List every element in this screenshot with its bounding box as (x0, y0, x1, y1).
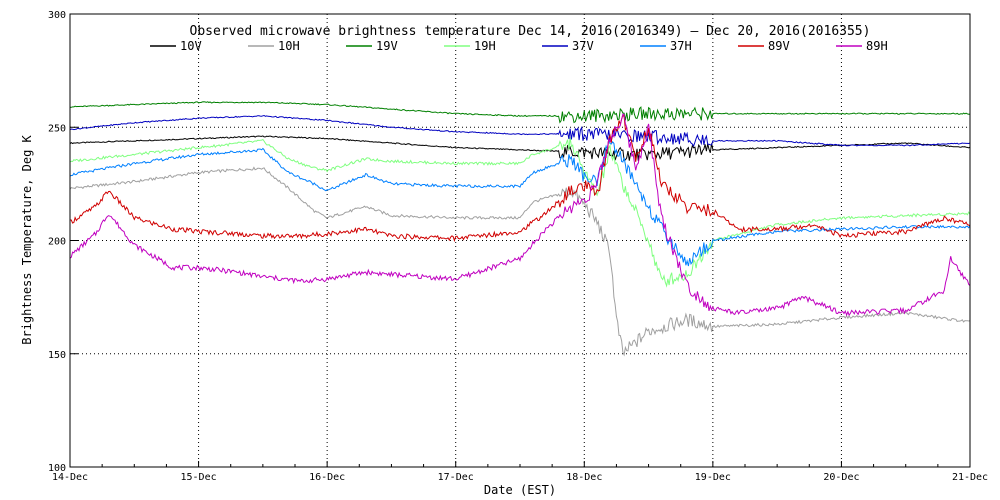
legend: 10V 10H 19V 19H 37V 37H 89V 89H (150, 39, 888, 53)
x-tick-label: 18-Dec (566, 472, 602, 483)
axis-ticks: 14-Dec 15-Dec 16-Dec 17-Dec 18-Dec 19-Dec 20-D… (48, 10, 988, 483)
y-tick-label: 300 (48, 10, 66, 21)
legend-label-10h: 10H (278, 39, 300, 53)
chart-title: Observed microwave brightness temperatur… (190, 24, 871, 39)
series-line-19v (69, 101, 971, 124)
series-line-37v (69, 114, 971, 148)
x-tick-label: 14-Dec (52, 472, 88, 483)
x-tick-label: 19-Dec (695, 472, 731, 483)
legend-label-37h: 37H (670, 39, 692, 53)
series-lines (69, 101, 971, 357)
x-tick-label: 21-Dec (952, 472, 988, 483)
series-line-37h (69, 138, 971, 267)
series-line-89h (69, 113, 971, 317)
y-tick-label: 250 (48, 123, 66, 134)
legend-label-89h: 89H (866, 39, 888, 53)
series-line-10h (69, 166, 971, 357)
x-tick-label: 16-Dec (309, 472, 345, 483)
legend-label-19v: 19V (376, 39, 398, 53)
series-line-89v (70, 114, 971, 243)
y-tick-label: 100 (48, 463, 66, 474)
y-tick-label: 150 (48, 350, 66, 361)
x-tick-label: 20-Dec (823, 472, 859, 483)
y-axis-title: Brightness Temperature, Deg K (20, 134, 34, 344)
x-tick-label: 15-Dec (181, 472, 217, 483)
y-tick-label: 200 (48, 237, 66, 248)
legend-label-37v: 37V (572, 39, 594, 53)
x-tick-label: 17-Dec (438, 472, 474, 483)
series-line-19h (69, 137, 971, 288)
legend-label-19h: 19H (474, 39, 496, 53)
series-line-10v (69, 135, 971, 161)
legend-label-10v: 10V (180, 39, 202, 53)
legend-label-89v: 89V (768, 39, 790, 53)
x-axis-title: Date (EST) (484, 483, 556, 497)
